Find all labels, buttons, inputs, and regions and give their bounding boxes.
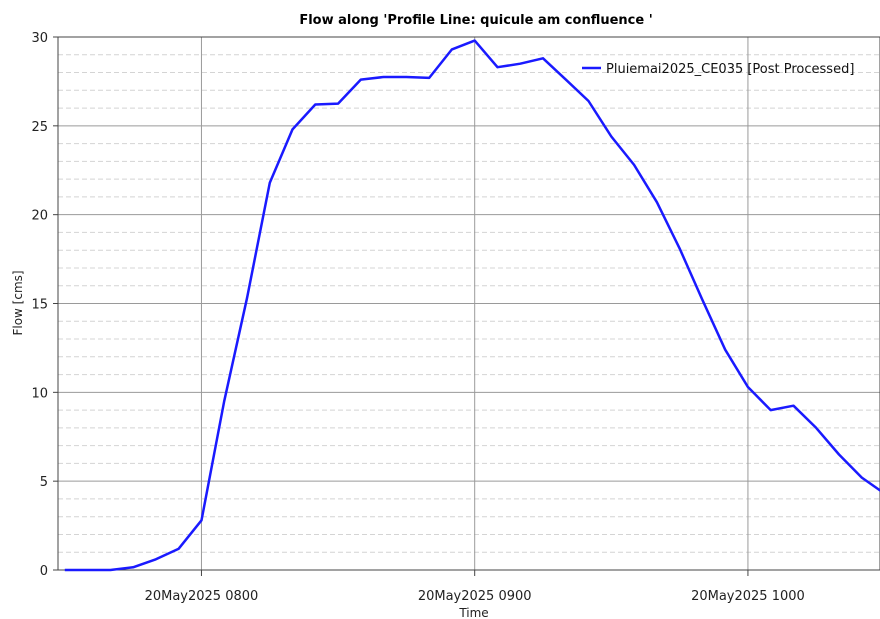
chart-title: Flow along 'Profile Line: quicule am con… [299,13,652,28]
x-axis: 20May2025 0800 20May2025 0900 20May2025 10… [145,570,805,604]
x-tick-label: 20May2025 0800 [145,589,259,604]
legend: Pluiemai2025_CE035 [Post Processed] [582,62,854,77]
x-axis-label: Time [458,606,488,619]
series-line [64,39,880,572]
y-axis: 0 5 10 15 20 25 30 [31,31,58,579]
grid [58,37,880,570]
y-tick-label: 10 [31,386,48,401]
legend-label: Pluiemai2025_CE035 [Post Processed] [606,62,854,77]
y-axis-label: Flow [cms] [11,270,25,335]
y-tick-label: 20 [31,209,48,224]
y-tick-label: 0 [40,564,48,579]
y-tick-label: 15 [31,298,48,313]
y-tick-label: 25 [31,120,48,135]
y-tick-label: 30 [31,31,48,46]
x-tick-label: 20May2025 1000 [691,589,805,604]
x-tick-label: 20May2025 0900 [418,589,532,604]
y-tick-label: 5 [40,475,48,490]
